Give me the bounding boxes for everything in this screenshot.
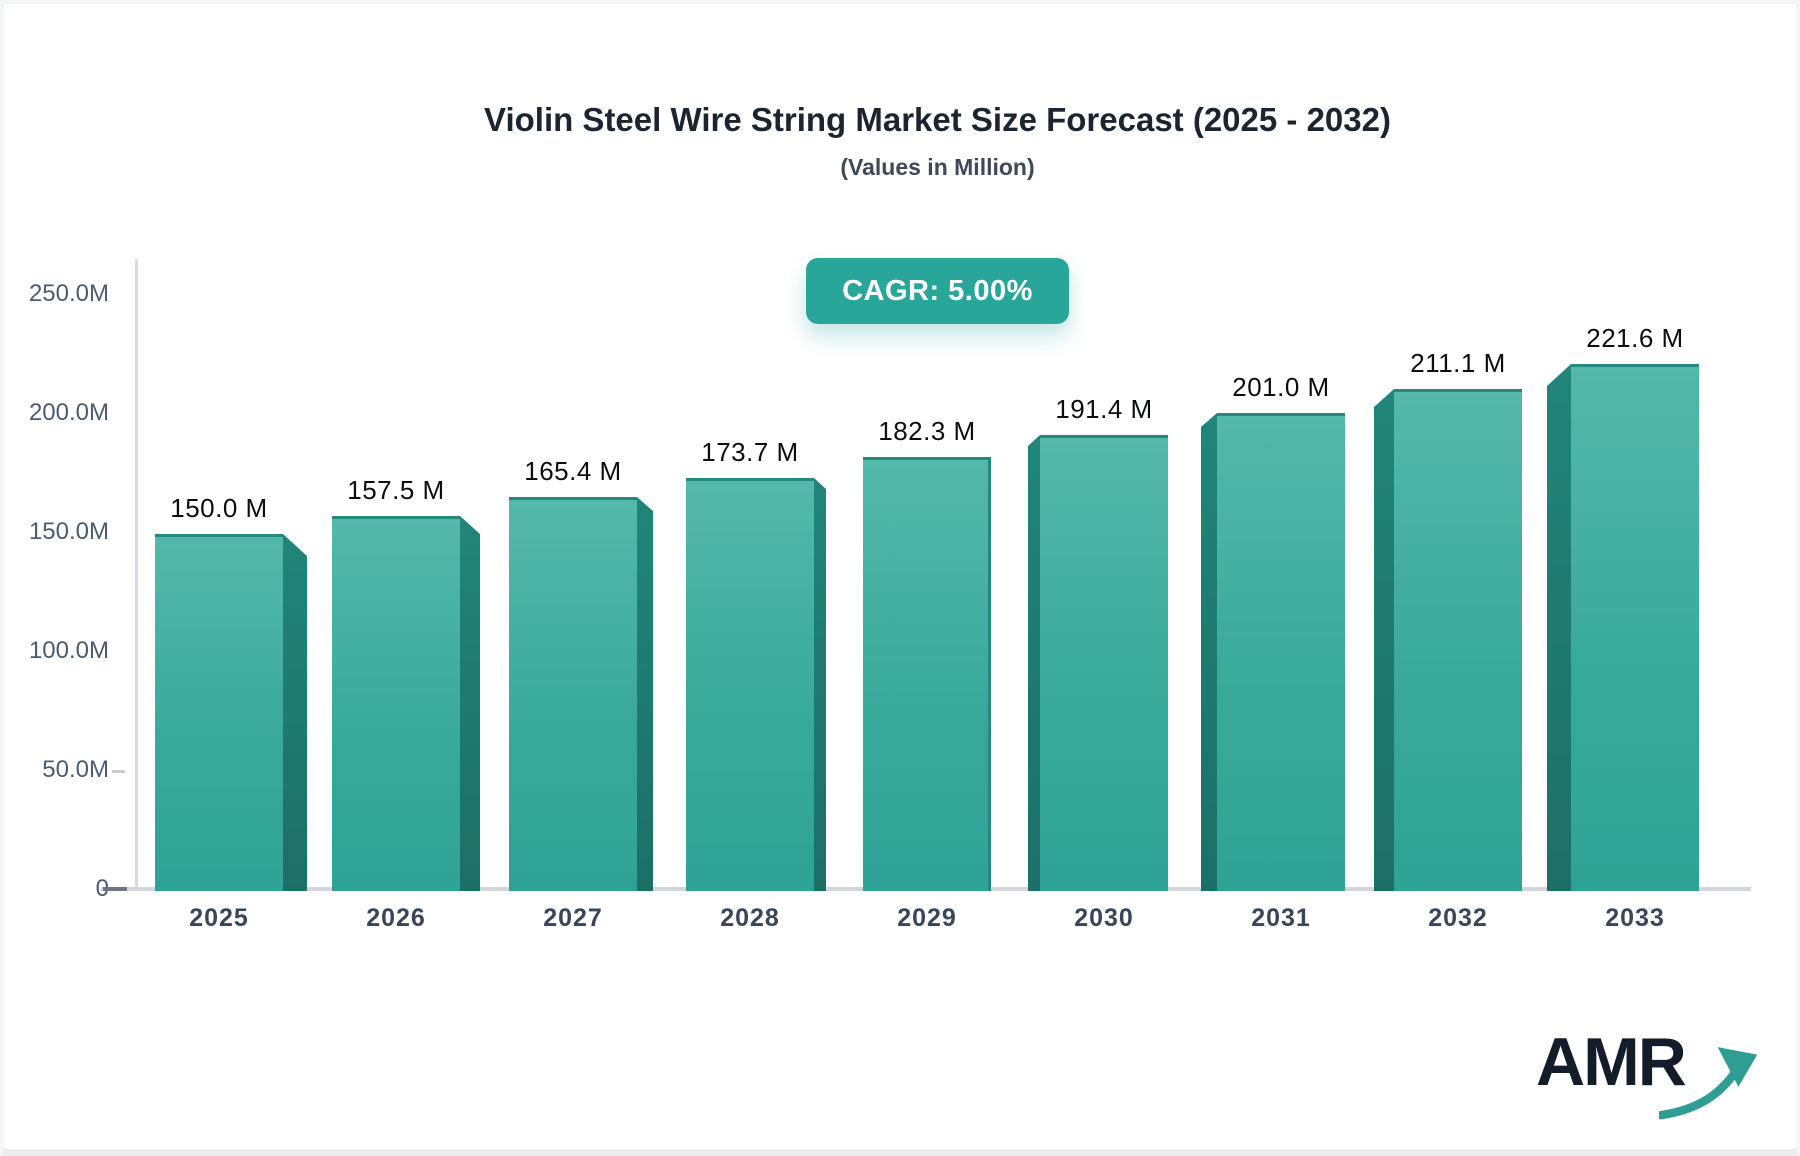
x-axis-label: 2031 [1251,904,1311,932]
x-axis-label: 2032 [1428,904,1488,932]
bar-value-label: 165.4 M [524,456,622,486]
y-axis-tick [112,770,125,773]
bar-side-face [460,516,480,891]
bar-front-face [1394,389,1522,891]
bar-front-face [332,516,460,891]
bar-value-label: 150.0 M [170,493,268,523]
x-axis-label: 2028 [720,904,780,932]
y-axis-label: 100.0M [28,637,109,664]
bar-value-label: 173.7 M [701,437,799,467]
x-axis-label: 2030 [1074,904,1134,932]
bar-side-face [1547,364,1571,891]
bar-front-face [1217,413,1345,891]
bar-side-face [637,497,653,891]
bar-front-face [863,457,991,891]
bar-front-face [155,534,283,891]
growth-arrow-icon [1658,1047,1758,1120]
y-axis-label: 150.0M [28,518,109,545]
x-axis-label: 2027 [543,904,603,932]
bar-side-face [1028,435,1040,891]
bar-side-face [814,478,826,891]
y-axis-label: 200.0M [28,399,109,426]
y-axis-label: 0 [4,874,109,904]
bar-front-face [1040,435,1168,891]
bar-value-label: 157.5 M [347,475,445,505]
y-axis-label: 250.0M [28,280,109,307]
bar-side-face [283,534,307,891]
y-axis-line [135,259,138,891]
bar-side-face [1201,413,1217,891]
bar-front-face [686,478,814,891]
x-axis-label: 2026 [366,904,426,932]
bar-side-face [1374,389,1394,891]
bar-value-label: 191.4 M [1055,394,1153,424]
cagr-badge: CAGR: 5.00% [806,258,1069,324]
y-axis-tick [103,887,127,891]
chart-title: Violin Steel Wire String Market Size For… [484,101,1391,138]
x-axis-label: 2029 [897,904,957,932]
bar-value-label: 221.6 M [1586,323,1684,353]
cagr-badge-row: CAGR: 5.00% [134,258,1741,324]
chart-subtitle: (Values in Million) [840,154,1035,180]
bar-front-face [509,497,637,891]
brand-logo-text: AMR [1536,1024,1687,1100]
bar-value-label: 211.1 M [1410,348,1506,378]
y-axis-label: 50.0M [42,756,109,783]
bar-value-label: 201.0 M [1232,372,1330,402]
bar-front-face [1571,364,1699,891]
bar-chart: 250.0M 200.0M 150.0M 100.0M 50.0M 0 150.0 M 202… [4,4,1796,1149]
x-axis-label: 2033 [1605,904,1665,932]
bar-value-label: 182.3 M [878,416,976,446]
x-axis-label: 2025 [189,904,249,932]
brand-logo: AMR [1536,1022,1763,1122]
